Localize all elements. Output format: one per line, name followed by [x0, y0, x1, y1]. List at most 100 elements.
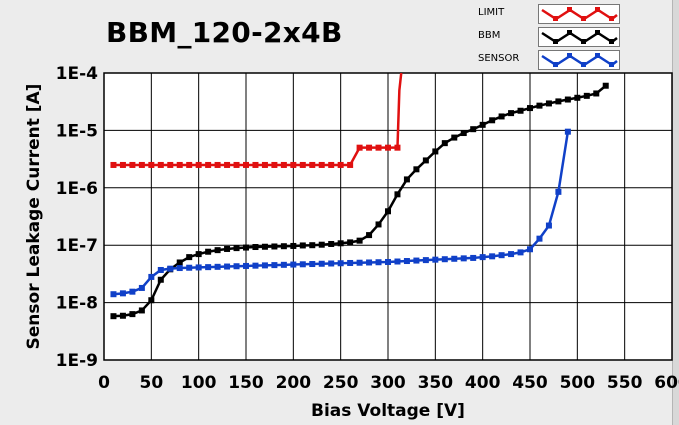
point-bbm — [157, 276, 164, 283]
point-bbm — [328, 240, 335, 247]
point-sensor — [470, 254, 477, 261]
point-limit — [148, 161, 155, 168]
point-limit — [186, 161, 193, 168]
point-bbm — [195, 251, 202, 258]
point-sensor — [432, 256, 439, 263]
point-sensor — [233, 263, 240, 270]
legend-item-sensor[interactable]: SENSOR — [472, 48, 622, 70]
point-limit — [243, 161, 249, 168]
point-bbm — [318, 241, 325, 248]
point-bbm — [527, 105, 533, 112]
x-tick-label: 100 — [181, 373, 217, 393]
point-limit — [176, 161, 183, 168]
point-bbm — [119, 312, 126, 319]
tick-labels: 0 50 100 150 200 250 300 350 400 450 500 550 600 1E-4… — [56, 64, 679, 393]
point-limit — [157, 161, 164, 168]
point-limit — [347, 161, 354, 168]
point-bbm — [508, 110, 515, 117]
legend-swatch-sensor-graphic — [541, 53, 618, 67]
point-bbm — [271, 243, 278, 250]
point-limit — [290, 161, 297, 168]
point-bbm — [138, 307, 145, 314]
point-limit — [261, 161, 268, 168]
point-limit — [375, 144, 382, 151]
point-bbm — [413, 166, 420, 173]
point-bbm — [583, 92, 590, 99]
x-tick-label: 50 — [139, 373, 163, 393]
legend-item-bbm[interactable]: BBM — [472, 25, 622, 47]
point-sensor — [224, 263, 231, 270]
point-sensor — [394, 258, 401, 265]
point-sensor — [413, 257, 420, 264]
legend-swatch-bbm-graphic — [541, 30, 618, 44]
point-limit — [299, 161, 306, 168]
x-tick-label: 550 — [607, 373, 643, 393]
x-axis-label: Bias Voltage [V] — [311, 401, 465, 421]
chart-title: BBM_120-2x4B — [106, 16, 343, 49]
point-sensor — [385, 258, 391, 265]
legend-swatch-limit-graphic — [541, 7, 618, 21]
point-sensor — [356, 259, 363, 266]
y-tick-label: 1E-9 — [56, 351, 98, 371]
point-sensor — [148, 273, 155, 280]
point-bbm — [110, 313, 117, 320]
point-sensor — [422, 257, 429, 264]
point-bbm — [347, 239, 354, 246]
point-sensor — [375, 259, 382, 266]
legend-swatch-sensor — [538, 50, 620, 70]
point-sensor — [441, 256, 448, 263]
point-bbm — [498, 113, 505, 120]
point-bbm — [129, 311, 136, 318]
point-sensor — [527, 246, 533, 253]
point-sensor — [517, 249, 524, 256]
point-sensor — [536, 235, 543, 242]
point-bbm — [451, 134, 458, 141]
series-bbm — [110, 82, 609, 320]
point-sensor — [545, 222, 552, 229]
point-sensor — [366, 259, 373, 266]
x-tick-label: 300 — [370, 373, 406, 393]
legend-label-bbm: BBM — [478, 30, 501, 41]
point-sensor — [271, 262, 278, 269]
point-limit — [318, 161, 325, 168]
x-tick-label: 400 — [465, 373, 501, 393]
point-bbm — [536, 102, 543, 109]
point-limit — [129, 161, 136, 168]
point-sensor — [157, 266, 164, 273]
legend-item-limit[interactable]: LIMIT — [472, 2, 622, 24]
point-limit — [309, 161, 316, 168]
point-sensor — [489, 253, 496, 260]
point-bbm — [574, 94, 581, 101]
point-sensor — [451, 255, 458, 262]
y-tick-label: 1E-5 — [56, 121, 98, 141]
legend-label-sensor: SENSOR — [478, 53, 520, 64]
point-bbm — [148, 297, 155, 304]
point-limit — [271, 161, 278, 168]
legend-swatch-limit — [538, 4, 620, 24]
series-sensor — [110, 128, 571, 298]
point-sensor — [318, 260, 325, 267]
point-limit — [337, 161, 344, 168]
point-bbm — [555, 98, 562, 105]
point-sensor — [261, 262, 268, 269]
point-bbm — [261, 243, 268, 250]
x-tick-label: 500 — [560, 373, 596, 393]
legend-swatch-bbm — [538, 27, 620, 47]
point-bbm — [593, 90, 600, 97]
y-tick-label: 1E-6 — [56, 179, 98, 199]
point-sensor — [138, 284, 145, 291]
point-sensor — [299, 261, 306, 268]
point-bbm — [186, 254, 193, 261]
point-sensor — [403, 258, 410, 265]
series-limit — [110, 73, 403, 168]
point-bbm — [394, 191, 401, 198]
point-limit — [119, 161, 126, 168]
point-limit — [138, 161, 145, 168]
point-bbm — [517, 107, 524, 114]
point-sensor — [280, 261, 287, 268]
x-tick-label: 250 — [323, 373, 359, 393]
x-tick-label: 150 — [228, 373, 264, 393]
point-bbm — [243, 244, 249, 251]
point-bbm — [356, 237, 363, 244]
y-tick-label: 1E-7 — [56, 236, 98, 256]
